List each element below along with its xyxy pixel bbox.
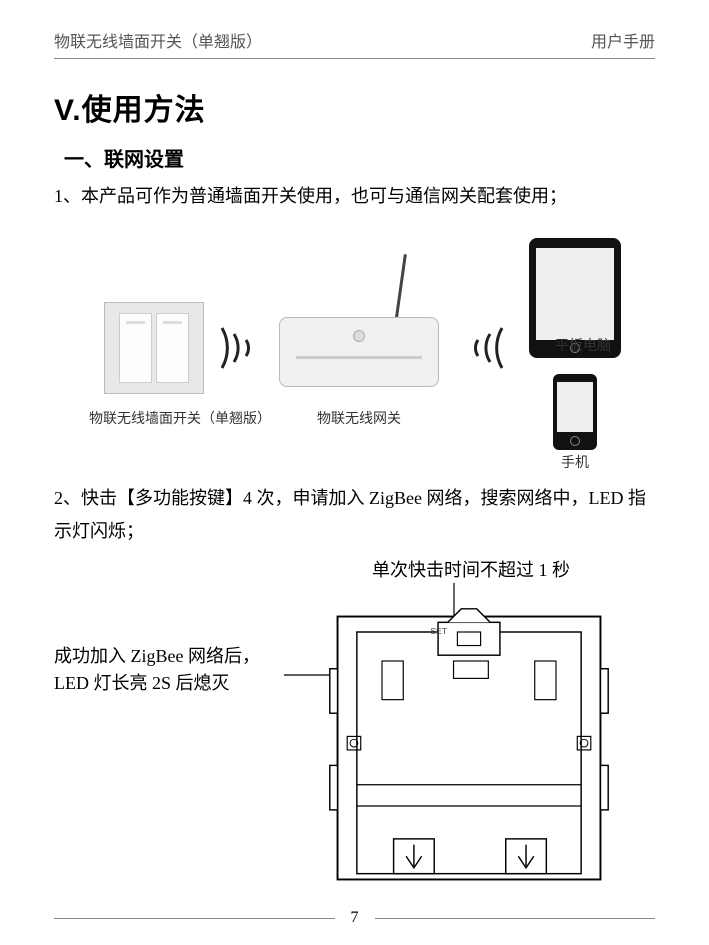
page-header: 物联无线墙面开关（单翘版） 用户手册 bbox=[54, 28, 655, 59]
network-diagram: 物联无线墙面开关（单翘版） 物联无线网关 平板电脑 手机 bbox=[54, 222, 655, 482]
wireless-waves-icon bbox=[212, 318, 272, 378]
svg-text:SET: SET bbox=[430, 626, 448, 636]
tablet-caption: 平板电脑 bbox=[555, 335, 611, 355]
device-back-diagram: 单次快击时间不超过 1 秒 成功加入 ZigBee 网络后， LED 灯长亮 2… bbox=[54, 557, 655, 877]
header-right: 用户手册 bbox=[591, 28, 655, 52]
page-footer: 7 bbox=[54, 909, 655, 927]
gateway-caption: 物联无线网关 bbox=[317, 408, 401, 428]
paragraph-1: 1、本产品可作为普通墙面开关使用，也可与通信网关配套使用； bbox=[54, 180, 655, 212]
page-number: 7 bbox=[345, 909, 365, 927]
phone-icon bbox=[553, 374, 597, 450]
device-back-drawing: SET bbox=[324, 603, 614, 893]
gateway-icon bbox=[279, 317, 439, 387]
wall-switch-icon bbox=[104, 302, 204, 394]
antenna-icon bbox=[394, 255, 407, 325]
page-title: V.使用方法 bbox=[54, 85, 655, 129]
switch-caption: 物联无线墙面开关（单翘版） bbox=[89, 408, 271, 428]
header-left: 物联无线墙面开关（单翘版） bbox=[54, 28, 262, 52]
phone-caption: 手机 bbox=[561, 452, 589, 472]
paragraph-2: 2、快击【多功能按键】4 次，申请加入 ZigBee 网络，搜索网络中，LED … bbox=[54, 482, 655, 547]
section-title: 一、联网设置 bbox=[54, 143, 655, 172]
wireless-waves-icon bbox=[452, 318, 512, 378]
